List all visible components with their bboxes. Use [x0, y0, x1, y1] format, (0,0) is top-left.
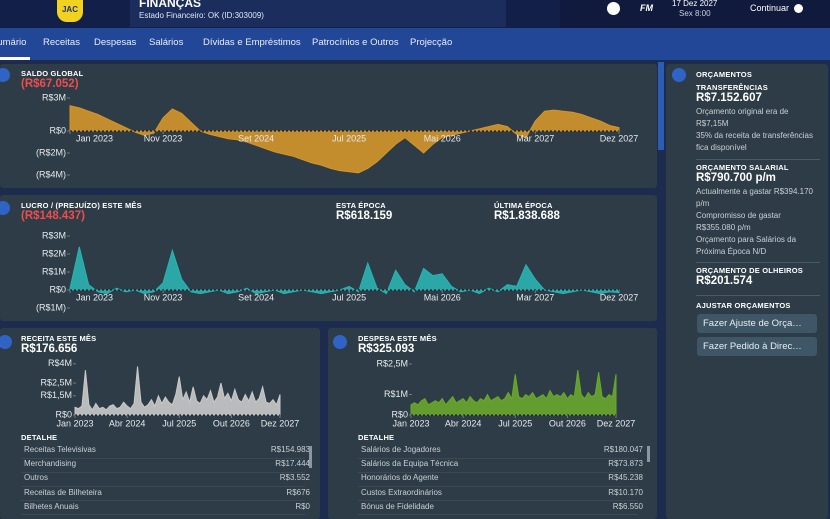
budget-panel: [666, 64, 828, 519]
row-divider: [358, 485, 638, 487]
detail-label: Merchandising: [24, 459, 77, 469]
detail-amount: R$180.047: [603, 445, 643, 454]
panel-title: DESPESA ESTE MÊS: [358, 334, 437, 343]
panel-value: R$325.093: [358, 343, 415, 355]
adjust-button[interactable]: Fazer Ajuste de Orça…: [697, 314, 817, 333]
balance-panel: [0, 64, 657, 188]
row-divider: [21, 471, 305, 473]
wage-note: Orçamento para Salários da Próxima Época…: [696, 235, 797, 256]
wage-title: ORÇAMENTO SALARIAL: [696, 163, 789, 172]
income-panel: [0, 328, 320, 519]
detail-amount: R$154.983: [270, 445, 310, 454]
nav-tab[interactable]: Projecção: [410, 37, 453, 48]
date: 17 Dez 2027: [672, 0, 718, 8]
continue-button[interactable]: Continuar: [750, 3, 790, 13]
brand: FM: [640, 3, 653, 13]
row-divider: [21, 514, 305, 516]
wage-value: R$790.700 p/m: [696, 172, 776, 184]
row-divider: [358, 514, 638, 516]
last-season-value: R$1.838.688: [494, 210, 560, 222]
row-divider: [358, 457, 638, 459]
detail-title: DETALHE: [21, 433, 58, 442]
transfer-value: R$7.152.607: [696, 92, 762, 104]
transfer-title: TRANSFERÊNCIAS: [696, 83, 768, 92]
nav-tab[interactable]: Patrocínios e Outros: [312, 37, 399, 48]
panel-title: RECEITA ESTE MÊS: [21, 334, 97, 343]
detail-scrollbar[interactable]: [647, 446, 650, 462]
club-badge[interactable]: JAC: [57, 0, 83, 22]
season-label: ESTA ÉPOCA: [336, 201, 386, 210]
nav-tab[interactable]: Receitas: [43, 37, 80, 48]
panel-value: (R$67.052): [21, 78, 79, 90]
panel-icon: [0, 335, 12, 349]
nav-tab[interactable]: Sumário: [0, 37, 27, 48]
panel-title: SALDO GLOBAL: [21, 69, 84, 78]
transfer-note: Orçamento original era de R$7,15M: [696, 107, 789, 128]
panel-icon: [0, 68, 10, 82]
nav-active: [0, 57, 30, 60]
divider: [696, 262, 820, 263]
row-divider: [21, 500, 305, 502]
detail-amount: R$3.552: [279, 473, 310, 483]
help-icon[interactable]: [607, 2, 620, 15]
nav-bar: [0, 28, 830, 60]
divider: [696, 159, 820, 160]
detail-amount: R$0: [295, 501, 310, 511]
panel-value: (R$148.437): [21, 210, 85, 222]
panel-icon: [0, 201, 10, 215]
detail-amount: R$10.170: [608, 487, 643, 497]
panel-title: LUCRO / (PREJUÍZO) ESTE MÊS: [21, 201, 142, 210]
detail-label: Salários da Equipa Técnica: [361, 459, 459, 469]
status: Estado Financeiro: OK (ID:303009): [139, 11, 264, 20]
season-value: R$618.159: [336, 210, 393, 222]
detail-amount: R$17.444: [275, 459, 310, 469]
transfer-note: 35% da receita de transferências fica di…: [696, 131, 813, 152]
adjust-title: AJUSTAR ORÇAMENTOS: [696, 301, 791, 310]
detail-label: Honorários do Agente: [361, 473, 439, 483]
title-box: [130, 0, 506, 27]
detail-label: Receitas de Bilheteira: [24, 487, 102, 497]
panel-icon: [333, 335, 347, 349]
scouting-title: ORÇAMENTO DE OLHEIROS: [696, 266, 803, 275]
detail-amount: R$6.550: [612, 501, 643, 511]
detail-amount: R$676: [286, 487, 310, 497]
row-divider: [21, 457, 305, 459]
detail-label: Outros: [24, 473, 49, 483]
detail-label: Bónus de Fidelidade: [361, 501, 434, 511]
row-divider: [358, 471, 638, 473]
detail-amount: R$45.238: [608, 473, 643, 483]
detail-title: DETALHE: [358, 433, 395, 442]
request-button[interactable]: Fazer Pedido à Direc…: [697, 337, 817, 356]
detail-label: Custos Extraordinários: [361, 487, 442, 497]
panel-icon: [672, 68, 686, 82]
expense-panel: [328, 328, 657, 519]
wage-note: Compromisso de gastar R$355.080 p/m: [696, 211, 781, 232]
row-divider: [358, 500, 638, 502]
nav-tab[interactable]: Salários: [149, 37, 184, 48]
wage-note: Actualmente a gastar R$394.170 p/m: [696, 187, 813, 208]
last-season-label: ÚLTIMA ÉPOCA: [494, 201, 553, 210]
time: Sex 8:00: [679, 9, 711, 18]
top-right: [560, 0, 830, 28]
detail-label: Receitas Televisivas: [24, 445, 96, 454]
budget-title: ORÇAMENTOS: [696, 70, 753, 79]
nav-tab[interactable]: Dívidas e Empréstimos: [203, 37, 301, 48]
detail-label: Salários de Jogadores: [361, 445, 441, 454]
detail-scrollbar[interactable]: [309, 446, 312, 468]
scouting-value: R$201.574: [696, 275, 753, 287]
scrollbar[interactable]: [658, 62, 664, 150]
detail-amount: R$73.873: [608, 459, 643, 469]
page-title: FINANÇAS: [139, 0, 201, 10]
panel-value: R$176.656: [21, 343, 78, 355]
detail-label: Bilhetes Anuais: [24, 501, 79, 511]
divider: [696, 295, 820, 296]
row-divider: [21, 485, 305, 487]
nav-tab[interactable]: Despesas: [94, 37, 137, 48]
continue-icon[interactable]: [794, 4, 803, 13]
